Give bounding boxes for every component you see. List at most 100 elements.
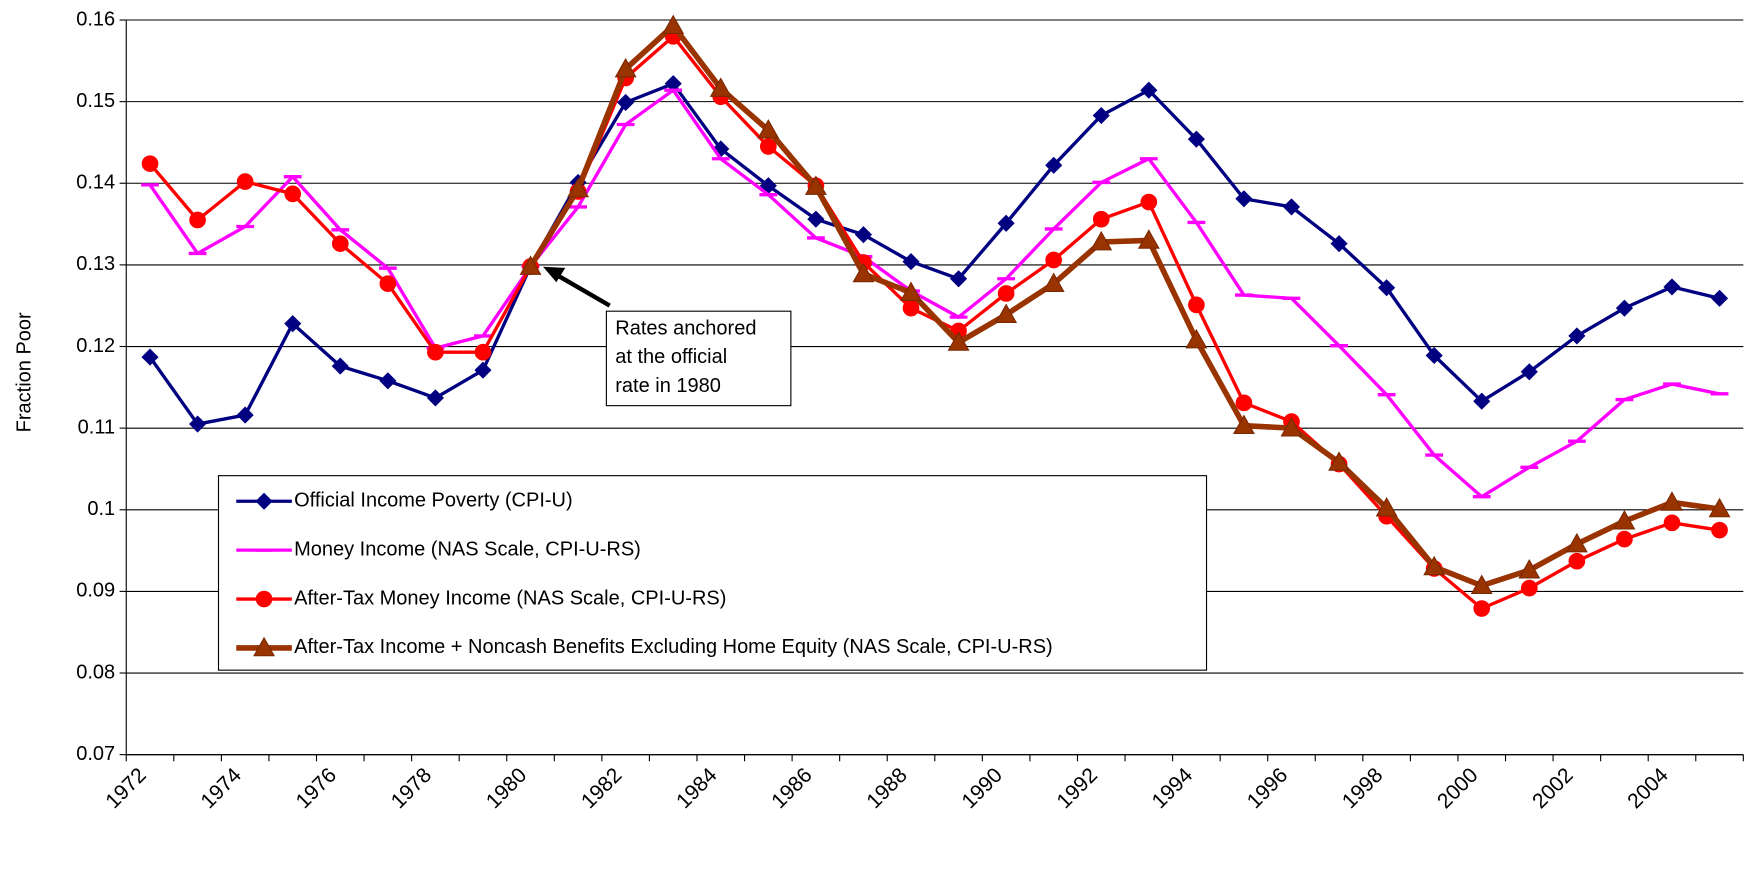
y-tick-label: 0.07	[76, 743, 115, 765]
y-tick-label: 0.13	[76, 253, 115, 275]
y-axis-label: Fraction Poor	[13, 312, 35, 432]
data-point	[1280, 416, 1303, 437]
legend-box	[217, 475, 1208, 671]
y-tick-label: 0.15	[76, 90, 115, 112]
data-point	[1328, 451, 1351, 471]
data-point	[1045, 156, 1063, 174]
data-point	[1188, 296, 1205, 314]
data-point	[1092, 106, 1110, 125]
data-point	[662, 14, 685, 35]
annotation-box	[605, 310, 792, 407]
x-tick-label: 1996	[1243, 764, 1292, 813]
data-point	[617, 93, 635, 112]
legend-marker	[255, 492, 273, 510]
y-tick-label: 0.14	[76, 172, 115, 194]
data-point	[379, 372, 397, 390]
data-point	[1661, 491, 1683, 511]
data-point	[1473, 392, 1491, 410]
data-point	[474, 343, 492, 361]
data-point	[1568, 552, 1586, 570]
annotation-text: rate in 1980	[615, 375, 721, 397]
x-tick-label: 2002	[1528, 764, 1577, 813]
legend: Official Income Poverty (CPI-U) Money Inc…	[217, 475, 1208, 671]
data-point	[709, 77, 732, 97]
data-point	[614, 57, 637, 78]
data-point	[331, 235, 349, 252]
x-tick-label: 1982	[577, 764, 626, 813]
data-point	[1470, 574, 1493, 595]
data-point	[1330, 235, 1348, 253]
x-tick-label: 2000	[1433, 764, 1482, 813]
y-tick-label: 0.12	[76, 335, 115, 357]
data-point	[426, 389, 444, 407]
data-point	[1140, 81, 1158, 99]
data-point	[1520, 579, 1538, 597]
annotation-arrow	[553, 271, 611, 308]
data-point	[189, 415, 207, 433]
legend-marker	[253, 636, 276, 657]
data-point	[804, 175, 827, 195]
data-point	[1185, 328, 1208, 349]
data-point	[1613, 510, 1636, 530]
data-point	[900, 281, 922, 301]
x-tick-label: 1978	[387, 764, 436, 813]
data-point	[759, 138, 777, 155]
data-point	[284, 315, 302, 333]
x-tick-label: 1984	[672, 763, 722, 813]
y-tick-label: 0.08	[76, 661, 115, 683]
annotation-text: Rates anchored	[615, 317, 756, 339]
series-line	[148, 88, 1720, 499]
data-point	[950, 270, 968, 288]
data-point	[902, 253, 920, 271]
data-point	[141, 155, 159, 173]
data-point	[1232, 414, 1255, 435]
legend-label: Official Income Poverty (CPI-U)	[294, 490, 573, 512]
data-point	[1710, 289, 1729, 307]
data-point	[1378, 279, 1396, 297]
data-point	[1235, 394, 1253, 412]
data-point	[1042, 272, 1065, 292]
data-point	[1092, 210, 1110, 228]
data-point	[1520, 363, 1538, 381]
data-point	[1140, 193, 1158, 211]
x-tick-label: 1974	[196, 763, 246, 813]
data-point	[1473, 600, 1491, 617]
data-point	[474, 361, 492, 379]
x-tick-label: 1994	[1148, 763, 1198, 813]
legend-marker	[255, 590, 273, 608]
data-point	[1045, 251, 1063, 269]
annotation-arrowhead	[543, 266, 566, 283]
x-tick-label: 2004	[1623, 763, 1673, 813]
data-point	[331, 357, 349, 375]
legend-label: After-Tax Income + Noncash Benefits Excl…	[294, 636, 1053, 658]
data-point	[1711, 521, 1728, 539]
data-point	[427, 343, 444, 361]
data-point	[236, 406, 254, 424]
data-point	[1235, 190, 1253, 208]
x-tick-label: 1972	[101, 764, 150, 813]
data-point	[947, 331, 970, 351]
data-point	[141, 348, 159, 366]
x-tick-label: 1988	[862, 764, 911, 813]
data-point	[1616, 530, 1633, 548]
data-point	[1187, 130, 1205, 148]
data-point	[997, 285, 1015, 302]
data-point	[807, 210, 825, 228]
data-point	[1663, 278, 1681, 296]
data-point	[1375, 496, 1398, 517]
series-line	[148, 82, 1720, 426]
data-point	[1423, 555, 1446, 576]
data-point	[1708, 497, 1731, 518]
data-point	[236, 173, 254, 190]
y-tick-label: 0.11	[78, 416, 115, 438]
legend-label: Money Income (NAS Scale, CPI-U-RS)	[294, 538, 641, 560]
data-point	[1090, 230, 1113, 251]
data-point	[1615, 299, 1633, 317]
data-point	[997, 214, 1015, 232]
data-point	[1282, 198, 1301, 216]
data-point	[379, 275, 397, 292]
y-tick-label: 0.16	[76, 8, 115, 30]
data-point	[902, 299, 920, 317]
